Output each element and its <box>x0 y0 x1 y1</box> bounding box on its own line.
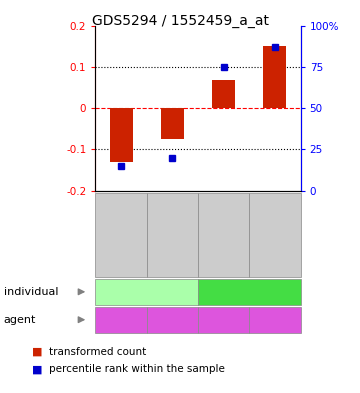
Text: transformed count: transformed count <box>49 347 146 357</box>
Text: donor 2: donor 2 <box>228 287 271 297</box>
Text: individual: individual <box>4 287 58 297</box>
Text: control: control <box>153 315 192 325</box>
Bar <box>212 80 235 108</box>
Text: percentile rank within the sample: percentile rank within the sample <box>49 364 225 375</box>
Text: GSM1365130: GSM1365130 <box>219 204 228 265</box>
Text: control: control <box>256 315 294 325</box>
Text: GSM1365128: GSM1365128 <box>117 204 126 265</box>
Bar <box>161 108 184 139</box>
Text: ■: ■ <box>32 364 43 375</box>
Text: GSM1365129: GSM1365129 <box>168 204 177 265</box>
Bar <box>264 46 287 108</box>
Text: GDS5294 / 1552459_a_at: GDS5294 / 1552459_a_at <box>91 14 269 28</box>
Text: ■: ■ <box>32 347 43 357</box>
Text: Vpr: Vpr <box>112 315 131 325</box>
Text: donor 1: donor 1 <box>125 287 168 297</box>
Text: GSM1365131: GSM1365131 <box>270 204 279 265</box>
Bar <box>109 108 132 162</box>
Text: agent: agent <box>4 315 36 325</box>
Text: Vpr: Vpr <box>214 315 233 325</box>
